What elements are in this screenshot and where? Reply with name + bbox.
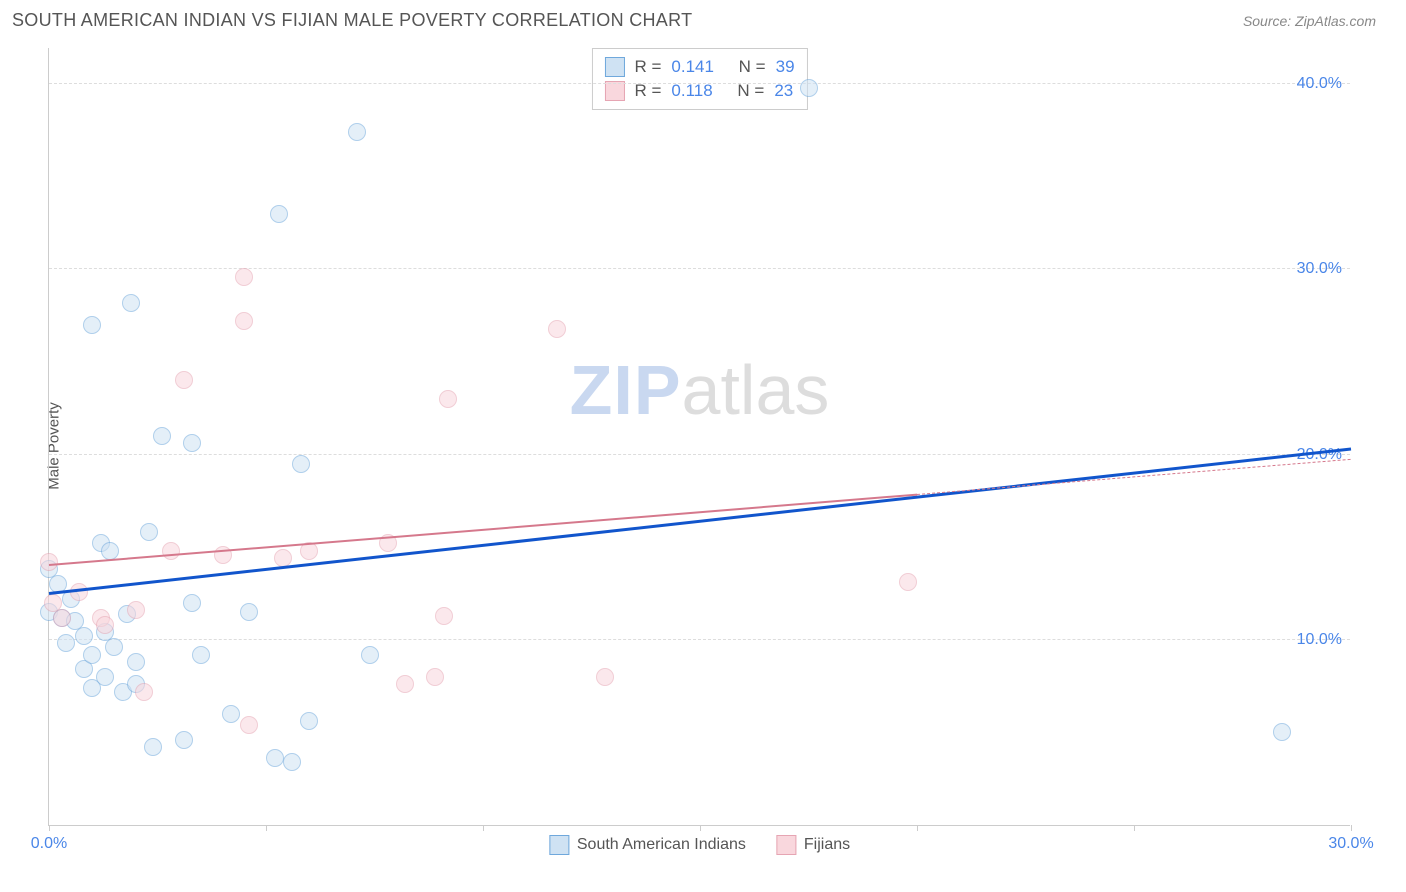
data-point-a (283, 753, 301, 771)
data-point-b (426, 668, 444, 686)
data-point-a (153, 427, 171, 445)
legend-label-b: Fijians (804, 836, 850, 854)
x-tick (1134, 825, 1135, 831)
legend-item-b: Fijians (776, 835, 850, 855)
x-tick (49, 825, 50, 831)
x-tick-label: 0.0% (31, 835, 67, 853)
data-point-b (235, 268, 253, 286)
scatter-chart: ZIPatlas R = 0.141 N = 39 R = 0.118 N = … (48, 48, 1350, 826)
data-point-b (396, 675, 414, 693)
data-point-a (96, 668, 114, 686)
data-point-b (235, 312, 253, 330)
data-point-b (162, 542, 180, 560)
data-point-b (596, 668, 614, 686)
data-point-a (300, 712, 318, 730)
r-value-a: 0.141 (671, 57, 714, 77)
source-attribution: Source: ZipAtlas.com (1243, 13, 1376, 29)
gridline (49, 83, 1350, 84)
legend-swatch-b (776, 835, 796, 855)
data-point-a (240, 603, 258, 621)
data-point-b (53, 609, 71, 627)
data-point-b (214, 546, 232, 564)
swatch-series-a (604, 57, 624, 77)
y-tick-label: 30.0% (1297, 260, 1342, 278)
data-point-a (222, 705, 240, 723)
data-point-a (57, 634, 75, 652)
legend-item-a: South American Indians (549, 835, 746, 855)
correlation-stats-box: R = 0.141 N = 39 R = 0.118 N = 23 (591, 48, 807, 110)
data-point-b (435, 607, 453, 625)
legend: South American Indians Fijians (549, 835, 850, 855)
x-tick (700, 825, 701, 831)
data-point-a (101, 542, 119, 560)
data-point-b (548, 320, 566, 338)
data-point-b (240, 716, 258, 734)
data-point-a (140, 523, 158, 541)
data-point-a (183, 434, 201, 452)
data-point-a (292, 455, 310, 473)
r-label: R = (634, 57, 661, 77)
data-point-a (127, 653, 145, 671)
data-point-a (175, 731, 193, 749)
chart-title: SOUTH AMERICAN INDIAN VS FIJIAN MALE POV… (12, 10, 692, 31)
x-tick (266, 825, 267, 831)
data-point-a (144, 738, 162, 756)
watermark-zip: ZIP (570, 351, 682, 429)
y-tick-label: 10.0% (1297, 631, 1342, 649)
data-point-a (270, 205, 288, 223)
watermark: ZIPatlas (570, 350, 830, 430)
data-point-b (175, 371, 193, 389)
data-point-a (75, 627, 93, 645)
data-point-b (96, 616, 114, 634)
data-point-b (899, 573, 917, 591)
x-tick (483, 825, 484, 831)
data-point-a (800, 79, 818, 97)
data-point-a (105, 638, 123, 656)
x-tick (1351, 825, 1352, 831)
n-label: N = (739, 57, 766, 77)
x-tick (917, 825, 918, 831)
data-point-a (83, 316, 101, 334)
y-tick-label: 40.0% (1297, 75, 1342, 93)
x-tick-label: 30.0% (1328, 835, 1373, 853)
gridline (49, 639, 1350, 640)
data-point-a (83, 646, 101, 664)
data-point-b (439, 390, 457, 408)
gridline (49, 454, 1350, 455)
legend-swatch-a (549, 835, 569, 855)
data-point-a (348, 123, 366, 141)
data-point-a (1273, 723, 1291, 741)
n-value-a: 39 (776, 57, 795, 77)
data-point-a (266, 749, 284, 767)
data-point-a (192, 646, 210, 664)
trendline-b (49, 493, 917, 565)
legend-label-a: South American Indians (577, 836, 746, 854)
data-point-b (40, 553, 58, 571)
trendline-a (49, 448, 1351, 595)
data-point-a (122, 294, 140, 312)
data-point-b (135, 683, 153, 701)
watermark-atlas: atlas (682, 351, 830, 429)
stats-row-series-a: R = 0.141 N = 39 (604, 55, 794, 79)
data-point-b (127, 601, 145, 619)
data-point-a (183, 594, 201, 612)
data-point-a (361, 646, 379, 664)
